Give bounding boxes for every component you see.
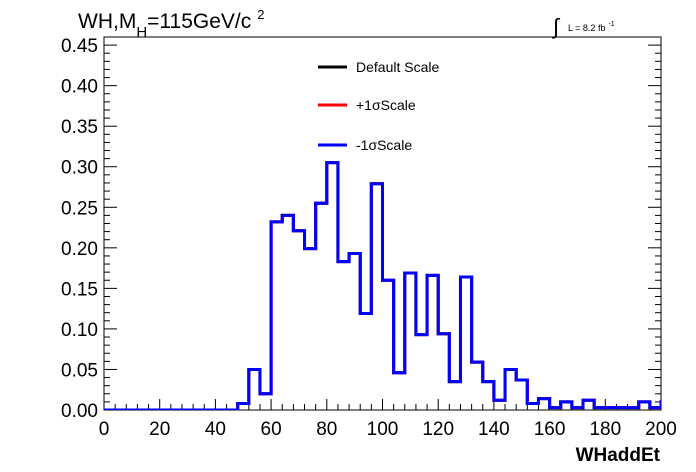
x-tick-label: 40 bbox=[205, 419, 226, 440]
chart-title: WH,MH=115GeV/c 2 bbox=[78, 7, 265, 41]
x-tick-label: 0 bbox=[99, 419, 110, 440]
series-line-2 bbox=[104, 161, 661, 410]
x-tick-label: 80 bbox=[316, 419, 337, 440]
legend-label-2: -1σScale bbox=[356, 137, 412, 153]
legend: Default Scale +1σScale -1σScale bbox=[318, 59, 439, 153]
x-tick-label: 200 bbox=[645, 419, 677, 440]
lumi-text: L = 8.2 fb bbox=[568, 23, 605, 33]
lumi-superscript: -1 bbox=[608, 21, 614, 28]
y-tick-label: 0.35 bbox=[61, 117, 98, 138]
y-tick-label: 0.30 bbox=[61, 158, 98, 179]
y-tick-label: 0.05 bbox=[61, 360, 98, 381]
lumi-label: L = 8.2 fb -1 bbox=[568, 21, 615, 33]
x-tick-label: 20 bbox=[149, 419, 170, 440]
histogram-series bbox=[104, 161, 661, 410]
x-tick-label: 60 bbox=[261, 419, 282, 440]
y-tick-label: 0.40 bbox=[61, 77, 98, 98]
y-tick-label: 0.20 bbox=[61, 239, 98, 260]
y-tick-label: 0.45 bbox=[61, 36, 98, 57]
title-tail: =115GeV/c bbox=[147, 10, 251, 33]
legend-label-1: +1σScale bbox=[356, 97, 416, 113]
y-tick-label: 0.00 bbox=[61, 401, 98, 422]
x-tick-label: 180 bbox=[589, 419, 621, 440]
axis-ticks: 0 20 40 60 80 100 120 140 160 180 200 0.00 0.05 0.10 0… bbox=[61, 36, 677, 440]
title-subscript: H bbox=[136, 24, 147, 41]
x-tick-label: 100 bbox=[367, 419, 399, 440]
y-tick-label: 0.10 bbox=[61, 320, 98, 341]
title-main: WH,M bbox=[78, 10, 136, 33]
integral-sign: ∫ bbox=[551, 14, 561, 39]
y-tick-label: 0.15 bbox=[61, 279, 98, 300]
x-tick-label: 140 bbox=[478, 419, 510, 440]
y-tick-label: 0.25 bbox=[61, 198, 98, 219]
legend-label-0: Default Scale bbox=[356, 59, 439, 75]
x-tick-label: 120 bbox=[422, 419, 454, 440]
x-axis-label: WHaddEt bbox=[576, 445, 661, 466]
title-superscript: 2 bbox=[257, 7, 264, 22]
x-tick-label: 160 bbox=[534, 419, 566, 440]
